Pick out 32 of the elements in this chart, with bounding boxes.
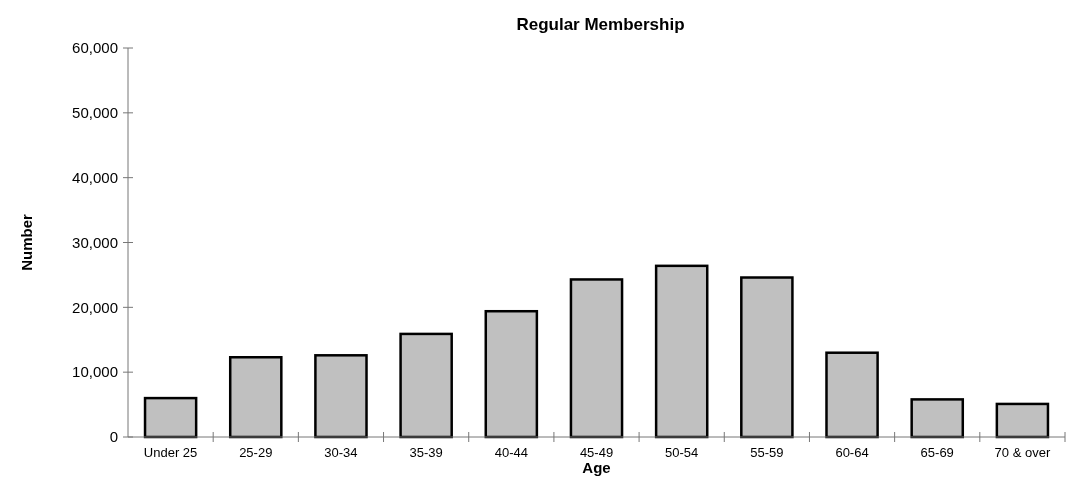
bar — [910, 398, 965, 439]
y-tick-label: 40,000 — [72, 168, 118, 186]
bar — [825, 351, 879, 439]
bar — [228, 356, 283, 439]
bar — [143, 396, 198, 439]
x-tick-label: 60-64 — [835, 445, 869, 460]
bar — [314, 354, 368, 439]
x-tick-label: Under 25 — [143, 445, 198, 460]
x-tick-label: 30-34 — [324, 445, 358, 460]
y-tick-label: 20,000 — [72, 298, 118, 316]
x-tick-label: 65-69 — [920, 445, 954, 460]
bar — [399, 332, 453, 439]
y-tick-label: 60,000 — [72, 39, 118, 57]
bar — [995, 402, 1050, 439]
bar — [654, 264, 709, 439]
x-tick-label: 50-54 — [665, 445, 699, 460]
y-axis-title: Number — [18, 214, 35, 271]
x-tick-label: 35-39 — [409, 445, 443, 460]
y-tick-label: 10,000 — [72, 363, 118, 381]
x-tick-label: 55-59 — [750, 445, 784, 460]
y-tick-label: 50,000 — [72, 104, 118, 122]
x-axis-title: Age — [582, 459, 611, 476]
bar — [569, 278, 624, 439]
x-tick-label: 25-29 — [239, 445, 273, 460]
y-tick-label: 0 — [109, 428, 118, 446]
chart-title: Regular Membership — [516, 15, 685, 34]
x-tick-label: 70 & over — [994, 445, 1051, 460]
bar — [740, 276, 794, 439]
y-tick-label: 30,000 — [72, 233, 118, 251]
bar — [484, 309, 539, 439]
x-tick-label: 40-44 — [494, 445, 528, 460]
x-tick-label: 45-49 — [579, 445, 614, 460]
